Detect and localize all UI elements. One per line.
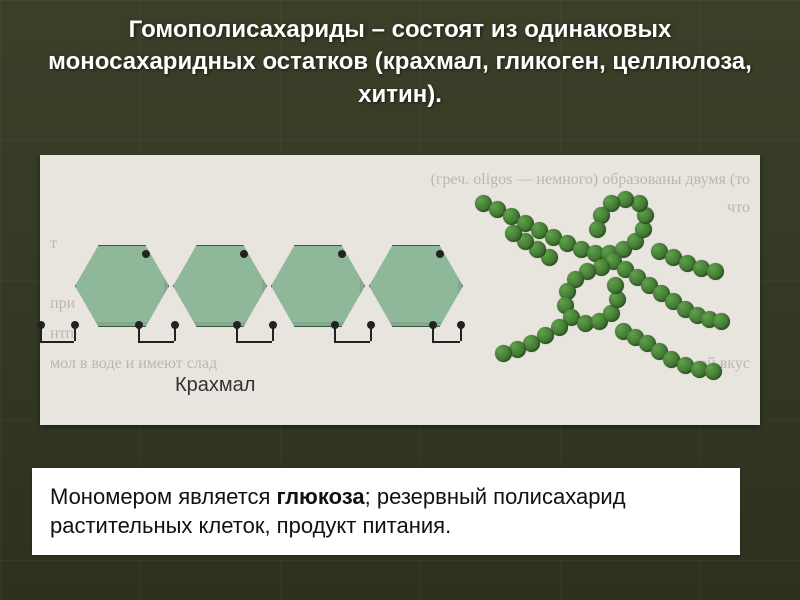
figure-label: Крахмал [175, 374, 255, 397]
caption-box: Мономером является глюкоза; резервный по… [32, 468, 740, 555]
glycogen-bead [495, 345, 512, 362]
starch-hexagon [75, 245, 169, 327]
bg-text: т [50, 235, 57, 253]
glycogen-bead [713, 313, 730, 330]
caption-strong: глюкоза [276, 484, 364, 509]
starch-hexagon [173, 245, 267, 327]
starch-hexagon-chain [75, 245, 467, 327]
bond-link [138, 325, 174, 355]
bond-link [236, 325, 272, 355]
bg-text: что [727, 199, 750, 217]
bg-text: мол в воде и имеют слад [50, 355, 217, 373]
glycogen-bead [607, 277, 624, 294]
figure-inner: (греч. oligos — немного) образованы двум… [50, 175, 750, 415]
glycogen-bead [505, 225, 522, 242]
starch-hexagon [369, 245, 463, 327]
glycogen-bead [707, 263, 724, 280]
bond-link [40, 325, 76, 355]
caption-text: Мономером является глюкоза; резервный по… [50, 484, 626, 539]
bg-text: при [50, 295, 75, 313]
slide-title: Гомополисахариды – состоят из одинаковых… [30, 14, 770, 111]
starch-hexagon [271, 245, 365, 327]
glycogen-bead [705, 363, 722, 380]
bond-link [334, 325, 370, 355]
bg-text: (греч. oligos — немного) образованы двум… [431, 171, 750, 189]
figure-box: (греч. oligos — немного) образованы двум… [40, 155, 760, 425]
glycogen-bead [589, 221, 606, 238]
glycogen-bead-cluster [455, 195, 730, 385]
